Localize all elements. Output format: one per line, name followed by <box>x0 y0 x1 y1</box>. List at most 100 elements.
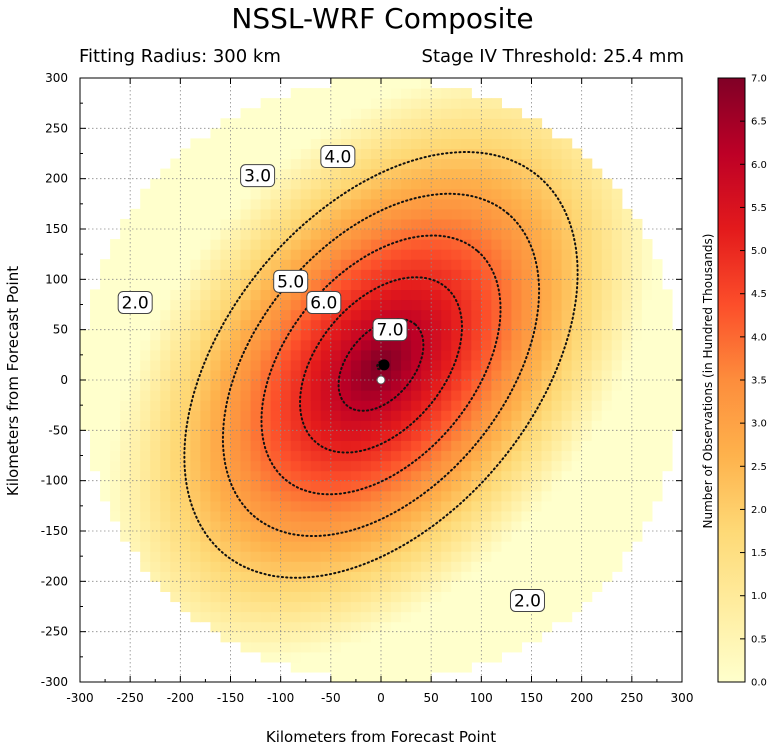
heatmap-cell <box>421 239 432 250</box>
heatmap-cell <box>401 621 412 633</box>
heatmap-cell <box>300 611 312 623</box>
heatmap-cell <box>230 218 242 230</box>
heatmap-cell <box>451 571 462 582</box>
heatmap-cell <box>461 128 472 139</box>
heatmap-cell <box>481 188 492 200</box>
heatmap-cell <box>310 259 322 270</box>
heatmap-cell <box>661 450 673 462</box>
heatmap-cell <box>571 299 583 311</box>
heatmap-cell <box>571 490 583 502</box>
heatmap-cell <box>461 148 472 160</box>
heatmap-cell <box>491 349 502 361</box>
heatmap-cell <box>350 88 362 99</box>
heatmap-cell <box>421 410 432 421</box>
heatmap-cell <box>260 561 272 572</box>
heatmap-cell <box>561 581 573 592</box>
heatmap-cell <box>531 490 543 502</box>
heatmap-cell <box>531 551 543 562</box>
heatmap-cell <box>290 178 302 190</box>
heatmap-cell <box>511 359 523 371</box>
heatmap-cell <box>330 229 342 240</box>
heatmap-cell <box>340 541 352 552</box>
heatmap-cell <box>441 400 452 411</box>
heatmap-cell <box>350 208 362 220</box>
heatmap-cell <box>491 631 502 643</box>
heatmap-cell <box>200 420 212 431</box>
heatmap-cell <box>190 329 201 341</box>
heatmap-cell <box>80 369 91 381</box>
heatmap-cell <box>170 329 181 341</box>
heatmap-cell <box>330 671 342 682</box>
heatmap-cell <box>381 208 392 220</box>
heatmap-cell <box>270 641 282 653</box>
heatmap-cell <box>270 430 282 441</box>
heatmap-cell <box>651 480 663 492</box>
heatmap-cell <box>421 178 432 190</box>
heatmap-cell <box>431 450 442 462</box>
heatmap-cell <box>200 611 212 623</box>
heatmap-cell <box>230 480 242 492</box>
heatmap-cell <box>511 138 523 150</box>
heatmap-cell <box>250 520 262 532</box>
heatmap-cell <box>521 551 533 562</box>
heatmap-cell <box>210 339 222 351</box>
heatmap-cell <box>391 410 402 421</box>
heatmap-cell <box>401 229 412 240</box>
heatmap-cell <box>110 510 121 522</box>
heatmap-cell <box>140 400 151 411</box>
heatmap-cell <box>541 430 553 441</box>
heatmap-cell <box>471 631 482 643</box>
heatmap-cell <box>651 329 663 341</box>
heatmap-cell <box>340 218 352 230</box>
heatmap-cell <box>421 198 432 210</box>
heatmap-cell <box>441 651 452 663</box>
heatmap-cell <box>431 520 442 532</box>
heatmap-cell <box>441 108 452 119</box>
contour-label: 2.0 <box>514 591 541 611</box>
heatmap-cell <box>350 78 362 89</box>
heatmap-cell <box>531 168 543 180</box>
heatmap-cell <box>140 380 151 391</box>
heatmap-cell <box>601 400 613 411</box>
heatmap-cell <box>90 309 101 321</box>
heatmap-cell <box>200 218 212 230</box>
heatmap-cell <box>150 400 161 411</box>
heatmap-cell <box>421 349 432 361</box>
heatmap-cell <box>260 108 272 119</box>
heatmap-cell <box>340 390 352 401</box>
heatmap-cell <box>310 319 322 331</box>
heatmap-cell <box>481 279 492 290</box>
heatmap-cell <box>631 349 643 361</box>
heatmap-cell <box>180 208 191 220</box>
heatmap-cell <box>320 430 332 441</box>
heatmap-cell <box>431 259 442 270</box>
heatmap-cell <box>381 591 392 603</box>
heatmap-cell <box>621 329 633 341</box>
heatmap-cell <box>671 339 682 351</box>
heatmap-cell <box>320 500 332 512</box>
heatmap-cell <box>521 319 533 331</box>
colorbar-tick-label: 6.5 <box>751 117 767 128</box>
heatmap-cell <box>411 510 422 522</box>
heatmap-cell <box>310 198 322 210</box>
heatmap-cell <box>240 400 252 411</box>
heatmap-cell <box>501 440 513 452</box>
heatmap-cell <box>240 208 252 220</box>
heatmap-cell <box>571 329 583 341</box>
heatmap-cell <box>140 359 151 371</box>
heatmap-cell <box>541 581 553 592</box>
heatmap-cell <box>601 239 613 250</box>
heatmap-cell <box>250 249 262 260</box>
heatmap-cell <box>320 218 332 230</box>
heatmap-cell <box>471 551 482 562</box>
heatmap-cell <box>551 239 563 250</box>
heatmap-cell <box>360 359 372 371</box>
heatmap-cell <box>561 239 573 250</box>
heatmap-cell <box>360 541 372 552</box>
heatmap-cell <box>461 359 472 371</box>
heatmap-cell <box>370 500 382 512</box>
heatmap-cell <box>561 531 573 542</box>
heatmap-cell <box>310 269 322 280</box>
heatmap-cell <box>381 561 392 572</box>
heatmap-cell <box>531 520 543 532</box>
